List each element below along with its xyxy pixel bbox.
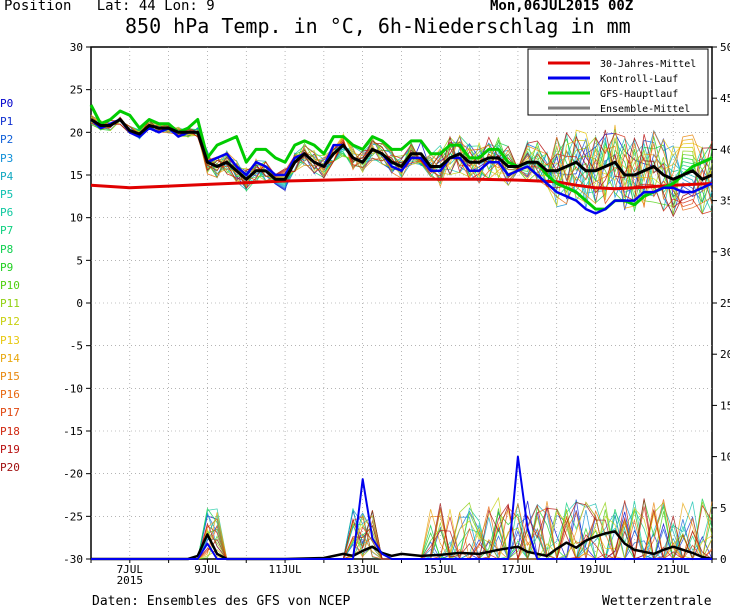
y-left-tick-label: -15 — [63, 425, 83, 438]
member-precip-line — [91, 500, 713, 561]
y-right-tick-label: 10 — [720, 451, 730, 464]
x-tick-label: 11JUL — [269, 563, 302, 576]
x-tick-label: 21JUL — [657, 563, 690, 576]
member-label: P3 — [0, 151, 14, 165]
member-label: P19 — [0, 442, 20, 456]
member-precip-line — [91, 500, 712, 560]
x-tick-label: 15JUL — [424, 563, 457, 576]
member-label: P8 — [0, 242, 14, 256]
member-label: P16 — [0, 388, 20, 402]
legend-label: Ensemble-Mittel — [600, 104, 690, 115]
member-precip-line — [91, 499, 713, 561]
temp-line-30-jahres-mittel — [90, 177, 713, 191]
member-label: P10 — [0, 279, 20, 292]
member-precip-line — [91, 501, 713, 561]
y-left-tick-label: 30 — [70, 41, 83, 54]
member-label: P11 — [0, 297, 20, 311]
temp-line-ensemble-mittel — [90, 118, 713, 181]
member-precip-line — [91, 501, 713, 561]
member-label: P2 — [0, 133, 14, 147]
member-precip-line — [91, 499, 713, 561]
member-precip-line — [91, 501, 712, 560]
y-left-tick-label: -10 — [63, 382, 83, 395]
member-precip-line — [91, 501, 713, 561]
y-left-tick-label: -30 — [63, 553, 83, 566]
y-right-tick-label: 30 — [720, 246, 730, 259]
member-label: P6 — [0, 206, 14, 220]
x-tick-label: 19JUL — [579, 563, 612, 576]
member-label: P20 — [0, 461, 20, 474]
x-tick-label: 13JUL — [346, 563, 379, 576]
y-left-tick-label: 25 — [70, 84, 83, 97]
legend-box — [527, 48, 709, 116]
y-right-tick-label: 40 — [720, 143, 730, 156]
y-left-tick-label: 15 — [70, 169, 83, 182]
brand-label: Wetterzentrale — [602, 594, 712, 609]
member-precip-line — [91, 500, 713, 560]
y-right-tick-label: 20 — [720, 348, 730, 361]
member-label: P9 — [0, 260, 14, 274]
legend-label: GFS-Hauptlauf — [600, 89, 678, 100]
y-right-tick-label: 50 — [720, 41, 730, 54]
y-right-tick-label: 25 — [720, 297, 730, 310]
member-precip-line — [91, 500, 713, 561]
y-right-tick-label: 0 — [720, 553, 727, 566]
x-tick-label: 7JUL — [117, 563, 144, 576]
member-label: P13 — [0, 333, 20, 347]
y-left-tick-label: 10 — [70, 212, 83, 225]
y-right-tick-label: 5 — [720, 502, 727, 515]
member-label: P15 — [0, 370, 20, 383]
member-label: P7 — [0, 224, 14, 238]
data-source: Daten: Ensembles des GFS von NCEP — [92, 594, 351, 609]
member-label: P12 — [0, 315, 20, 329]
precip-line-kontroll-lauf — [91, 455, 712, 560]
y-left-tick-label: -25 — [63, 510, 83, 523]
member-label: P5 — [0, 188, 14, 201]
legend-label: 30-Jahres-Mittel — [600, 59, 696, 70]
x-tick-label: 9JUL — [194, 563, 221, 576]
y-left-tick-label: 20 — [70, 126, 83, 139]
y-left-tick-label: 5 — [76, 254, 83, 267]
x-tick-sublabel: 2015 — [117, 574, 144, 587]
x-tick-label: 17JUL — [501, 563, 534, 576]
y-right-tick-label: 35 — [720, 195, 730, 208]
y-left-tick-label: -20 — [63, 468, 83, 481]
y-left-tick-label: 0 — [76, 297, 83, 310]
legend-label: Kontroll-Lauf — [600, 74, 678, 85]
member-precip-line — [91, 499, 712, 561]
y-right-tick-label: 45 — [720, 92, 730, 105]
member-label: P14 — [0, 351, 20, 365]
run-date: Mon,06JUL2015 00Z — [490, 0, 634, 14]
chart-title: 850 hPa Temp. in °C, 6h-Niederschlag in … — [125, 14, 631, 38]
member-label: P4 — [0, 169, 14, 183]
member-label: P0 — [0, 97, 14, 110]
member-label: P18 — [0, 424, 20, 438]
member-temp-line — [90, 119, 713, 209]
position-label: Position Lat: 44 Lon: 9 — [4, 0, 215, 14]
y-left-tick-label: -5 — [70, 340, 83, 353]
member-label: P1 — [0, 115, 14, 129]
y-right-tick-label: 15 — [720, 399, 730, 412]
member-temp-line — [90, 116, 713, 218]
member-label: P17 — [0, 406, 20, 420]
